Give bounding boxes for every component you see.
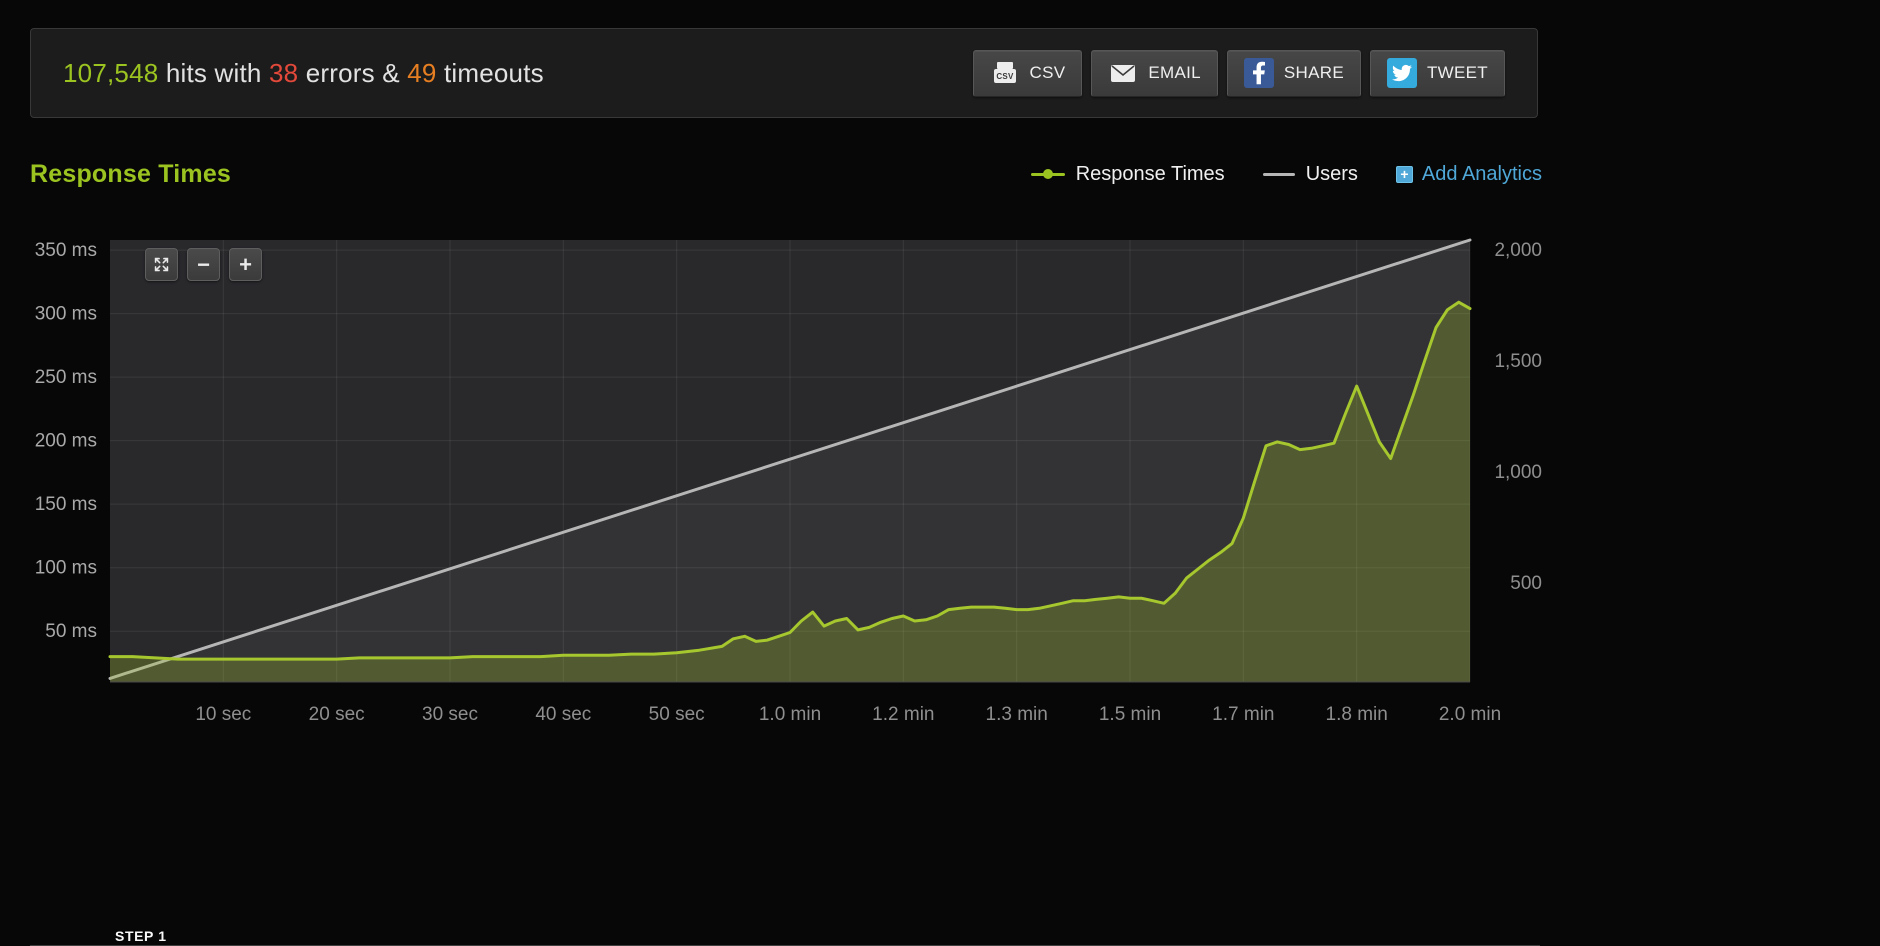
add-analytics-link[interactable]: + Add Analytics [1395, 163, 1542, 186]
legend-users[interactable]: Users [1262, 163, 1358, 186]
email-button[interactable]: EMAIL [1091, 49, 1218, 97]
test-summary: 107,548 hits with 38 errors & 49 timeout… [63, 57, 544, 88]
plus-icon: + [1395, 165, 1413, 183]
svg-text:150 ms: 150 ms [35, 494, 97, 515]
response-times-chart: 50 ms 100 ms 150 ms 200 ms 250 ms 300 ms 350 m… [0, 210, 1550, 750]
svg-text:1,000: 1,000 [1494, 462, 1542, 483]
timeouts-count: 49 [407, 57, 437, 88]
chart-legend: Response Times Users + Add Analytics [1030, 163, 1542, 186]
svg-text:1,500: 1,500 [1494, 351, 1542, 372]
svg-text:50 ms: 50 ms [45, 621, 97, 642]
stats-bar: 107,548 hits with 38 errors & 49 timeout… [30, 28, 1538, 118]
zoom-out-button[interactable]: − [187, 248, 220, 281]
hits-count: 107,548 [63, 57, 159, 88]
svg-text:1.3 min: 1.3 min [986, 704, 1048, 725]
email-envelope-icon [1108, 58, 1138, 88]
svg-text:200 ms: 200 ms [35, 431, 97, 452]
step-1-tab[interactable]: STEP 1 [115, 928, 167, 944]
svg-text:500: 500 [1510, 573, 1542, 594]
svg-text:2,000: 2,000 [1494, 240, 1542, 261]
export-actions: CSV CSV EMAIL [972, 49, 1505, 97]
svg-text:1.5 min: 1.5 min [1099, 704, 1161, 725]
svg-text:350 ms: 350 ms [35, 240, 97, 261]
section-title: Response Times [30, 159, 232, 188]
svg-text:1.2 min: 1.2 min [872, 704, 934, 725]
svg-text:1.7 min: 1.7 min [1212, 704, 1274, 725]
chart-header: Response Times Response Times Users + Ad… [30, 153, 1542, 195]
legend-response-times[interactable]: Response Times [1030, 163, 1225, 186]
svg-text:10 sec: 10 sec [195, 704, 251, 725]
svg-text:50 sec: 50 sec [649, 704, 705, 725]
csv-icon: CSV [990, 58, 1020, 88]
svg-text:100 ms: 100 ms [35, 558, 97, 579]
tweet-button[interactable]: TWEET [1370, 49, 1505, 97]
chart-zoom-controls: − + [145, 248, 262, 281]
svg-text:1.8 min: 1.8 min [1326, 704, 1388, 725]
zoom-in-button[interactable]: + [229, 248, 262, 281]
svg-text:1.0 min: 1.0 min [759, 704, 821, 725]
svg-text:40 sec: 40 sec [535, 704, 591, 725]
svg-text:250 ms: 250 ms [35, 367, 97, 388]
svg-text:300 ms: 300 ms [35, 304, 97, 325]
csv-button[interactable]: CSV CSV [972, 49, 1083, 97]
facebook-share-button[interactable]: SHARE [1226, 49, 1361, 97]
zoom-reset-icon[interactable] [145, 248, 178, 281]
errors-count: 38 [268, 57, 299, 88]
users-marker-icon [1262, 172, 1295, 176]
svg-text:CSV: CSV [996, 72, 1014, 81]
chart-plot-area[interactable]: 50 ms 100 ms 150 ms 200 ms 250 ms 300 ms 350 m… [0, 210, 1550, 750]
twitter-icon [1387, 58, 1417, 88]
svg-text:30 sec: 30 sec [422, 704, 478, 725]
response-times-marker-icon [1030, 168, 1065, 180]
facebook-icon [1243, 58, 1274, 88]
svg-text:20 sec: 20 sec [309, 704, 365, 725]
svg-text:2.0 min: 2.0 min [1439, 704, 1501, 725]
